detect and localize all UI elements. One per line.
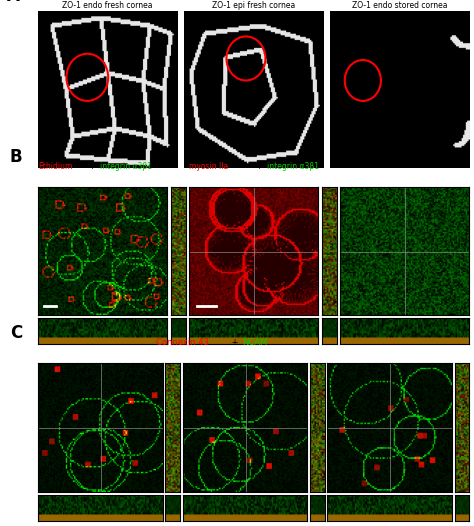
Text: +: + bbox=[254, 162, 264, 171]
Text: Connexin 43: Connexin 43 bbox=[156, 338, 209, 347]
Text: +: + bbox=[87, 162, 98, 171]
Title: ZO-1 endo fresh cornea: ZO-1 endo fresh cornea bbox=[62, 1, 153, 10]
Text: +: + bbox=[229, 338, 241, 347]
Text: myosin IIa: myosin IIa bbox=[189, 162, 228, 171]
Text: NCAM: NCAM bbox=[242, 338, 267, 347]
Title: ZO-1 endo stored cornea: ZO-1 endo stored cornea bbox=[352, 1, 447, 10]
Text: B: B bbox=[9, 148, 22, 166]
Text: integrin α3β1: integrin α3β1 bbox=[266, 162, 319, 171]
Text: integrin α3β1: integrin α3β1 bbox=[100, 162, 152, 171]
Text: Ethidium: Ethidium bbox=[38, 162, 73, 171]
Text: A: A bbox=[7, 0, 20, 5]
Text: C: C bbox=[10, 324, 23, 342]
Title: ZO-1 epi fresh cornea: ZO-1 epi fresh cornea bbox=[212, 1, 295, 10]
